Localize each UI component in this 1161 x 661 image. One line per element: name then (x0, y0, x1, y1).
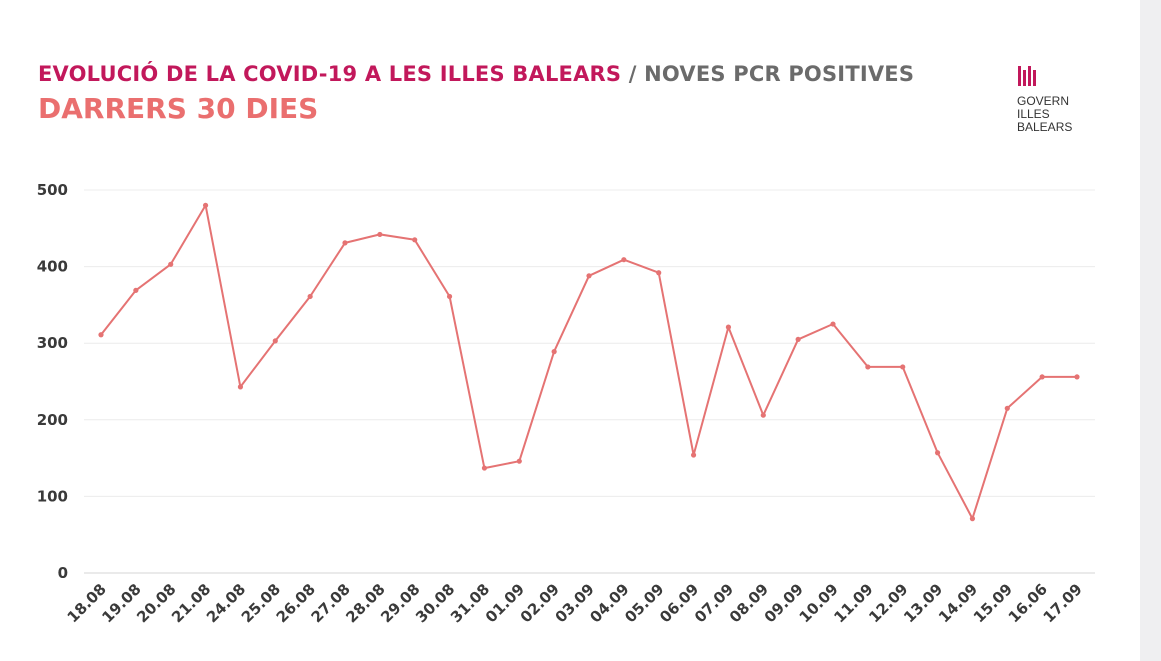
govern-logo: GOVERN ILLES BALEARS (1017, 66, 1097, 134)
data-point (202, 202, 209, 208)
grid-lines (84, 189, 1095, 574)
data-point (934, 450, 941, 456)
title-sub: NOVES PCR POSITIVES (644, 62, 915, 86)
data-point (586, 273, 592, 279)
data-point (272, 338, 278, 344)
y-tick-label: 200 (37, 411, 68, 429)
data-point (969, 516, 976, 522)
data-point (795, 336, 801, 342)
data-point (446, 293, 453, 300)
data-point (133, 287, 139, 293)
y-tick-label: 400 (37, 258, 68, 276)
data-point (656, 270, 662, 276)
data-point (830, 321, 836, 327)
title-separator: / (628, 62, 637, 86)
chart-subtitle: DARRERS 30 DIES (38, 92, 319, 125)
y-tick-label: 300 (37, 334, 68, 352)
series-line (100, 204, 1077, 520)
data-point (377, 231, 383, 238)
chart-title: EVOLUCIÓ DE LA COVID-19 A LES ILLES BALE… (38, 62, 914, 86)
data-point (621, 257, 627, 263)
data-point (98, 332, 104, 338)
data-point (342, 240, 348, 246)
data-point (900, 364, 906, 370)
data-point (412, 237, 418, 243)
data-point (760, 412, 766, 418)
data-point (168, 261, 174, 267)
data-point (481, 465, 488, 471)
data-point (1074, 374, 1080, 380)
data-point (1004, 405, 1010, 411)
y-tick-label: 500 (37, 181, 68, 199)
logo-line-3: BALEARS (1017, 120, 1073, 134)
data-point (690, 452, 697, 458)
y-tick-label: 100 (37, 487, 68, 505)
chart-header: EVOLUCIÓ DE LA COVID-19 A LES ILLES BALE… (38, 62, 914, 125)
data-point (865, 364, 871, 370)
govern-emblem-icon (1018, 66, 1097, 86)
data-point (307, 293, 313, 300)
data-point (725, 324, 732, 330)
x-axis: 18.0819.0820.0821.0824.0825.0826.0827.08… (64, 580, 1086, 626)
data-points (98, 202, 1080, 522)
side-strip (1140, 0, 1161, 661)
data-point (237, 384, 244, 390)
data-point (551, 349, 557, 355)
y-axis: 0 100 200 300 400 500 (37, 181, 68, 582)
data-point (1039, 374, 1045, 380)
y-tick-label: 0 (58, 564, 68, 582)
logo-text: GOVERN ILLES BALEARS (1017, 95, 1097, 134)
logo-line-2: ILLES (1017, 107, 1050, 121)
x-tick-label: 17.09 (1040, 580, 1086, 626)
data-point (516, 458, 522, 464)
title-main: EVOLUCIÓ DE LA COVID-19 A LES ILLES BALE… (38, 62, 622, 86)
series-line-layer (100, 204, 1077, 520)
logo-line-1: GOVERN (1017, 94, 1070, 108)
